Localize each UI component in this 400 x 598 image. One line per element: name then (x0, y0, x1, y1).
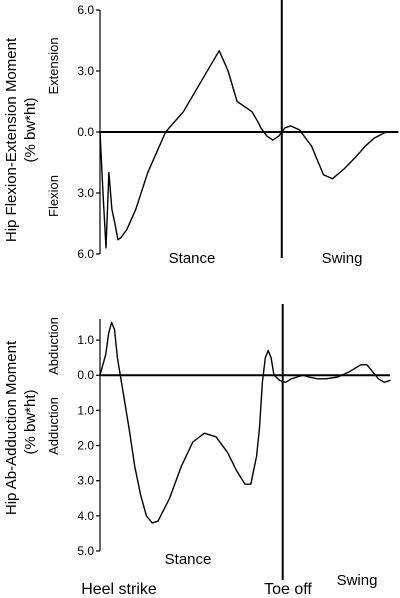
heel-strike-label: Heel strike (81, 581, 157, 598)
flexion-extension-y-tick-label: 6.0 (77, 247, 94, 261)
ab-adduction-y-tick-label: 3.0 (77, 474, 94, 488)
flexion-extension-y-tick-label: 3.0 (77, 64, 94, 78)
flexion-extension-axis-title: Hip Flexion-Extension Moment (3, 37, 20, 242)
ab-adduction-axis-title: Hip Ab-Adduction Moment (3, 340, 20, 515)
swing-phase-label: Swing (337, 572, 378, 589)
adduction-label: Adduction (46, 397, 61, 455)
flexion-extension-panel: Hip Flexion-Extension Moment (% bw*ht) E… (3, 0, 399, 267)
ab-adduction-panel: Hip Ab-Adduction Moment (% bw*ht) Abduct… (3, 304, 391, 589)
ab-adduction-y-tick-label: 4.0 (77, 509, 94, 523)
flexion-extension-y-tick-label: 0.0 (77, 125, 94, 139)
abduction-label: Abduction (46, 317, 61, 375)
extension-label: Extension (46, 37, 61, 94)
flexion-label: Flexion (46, 175, 61, 217)
swing-phase-label: Swing (322, 250, 363, 267)
stance-phase-label: Stance (165, 551, 212, 568)
ab-adduction-y-tick-label: 1.0 (77, 333, 94, 347)
ab-adduction-moment-curve (99, 321, 391, 524)
flexion-extension-axis-unit: (% bw*ht) (22, 97, 39, 162)
flexion-extension-y-tick-label: 6.0 (77, 3, 94, 17)
ab-adduction-y-tick-label: 1.0 (77, 403, 94, 417)
stance-phase-label: Stance (169, 250, 216, 267)
flexion-extension-moment-curve (99, 50, 399, 249)
ab-adduction-y-tick-label: 2.0 (77, 439, 94, 453)
flexion-extension-y-tick-label: 3.0 (77, 186, 94, 200)
ab-adduction-y-tick-label: 0.0 (77, 368, 94, 382)
ab-adduction-y-tick-label: 5.0 (77, 544, 94, 558)
ab-adduction-axis-unit: (% bw*ht) (22, 389, 39, 454)
toe-off-label: Toe off (264, 581, 312, 598)
